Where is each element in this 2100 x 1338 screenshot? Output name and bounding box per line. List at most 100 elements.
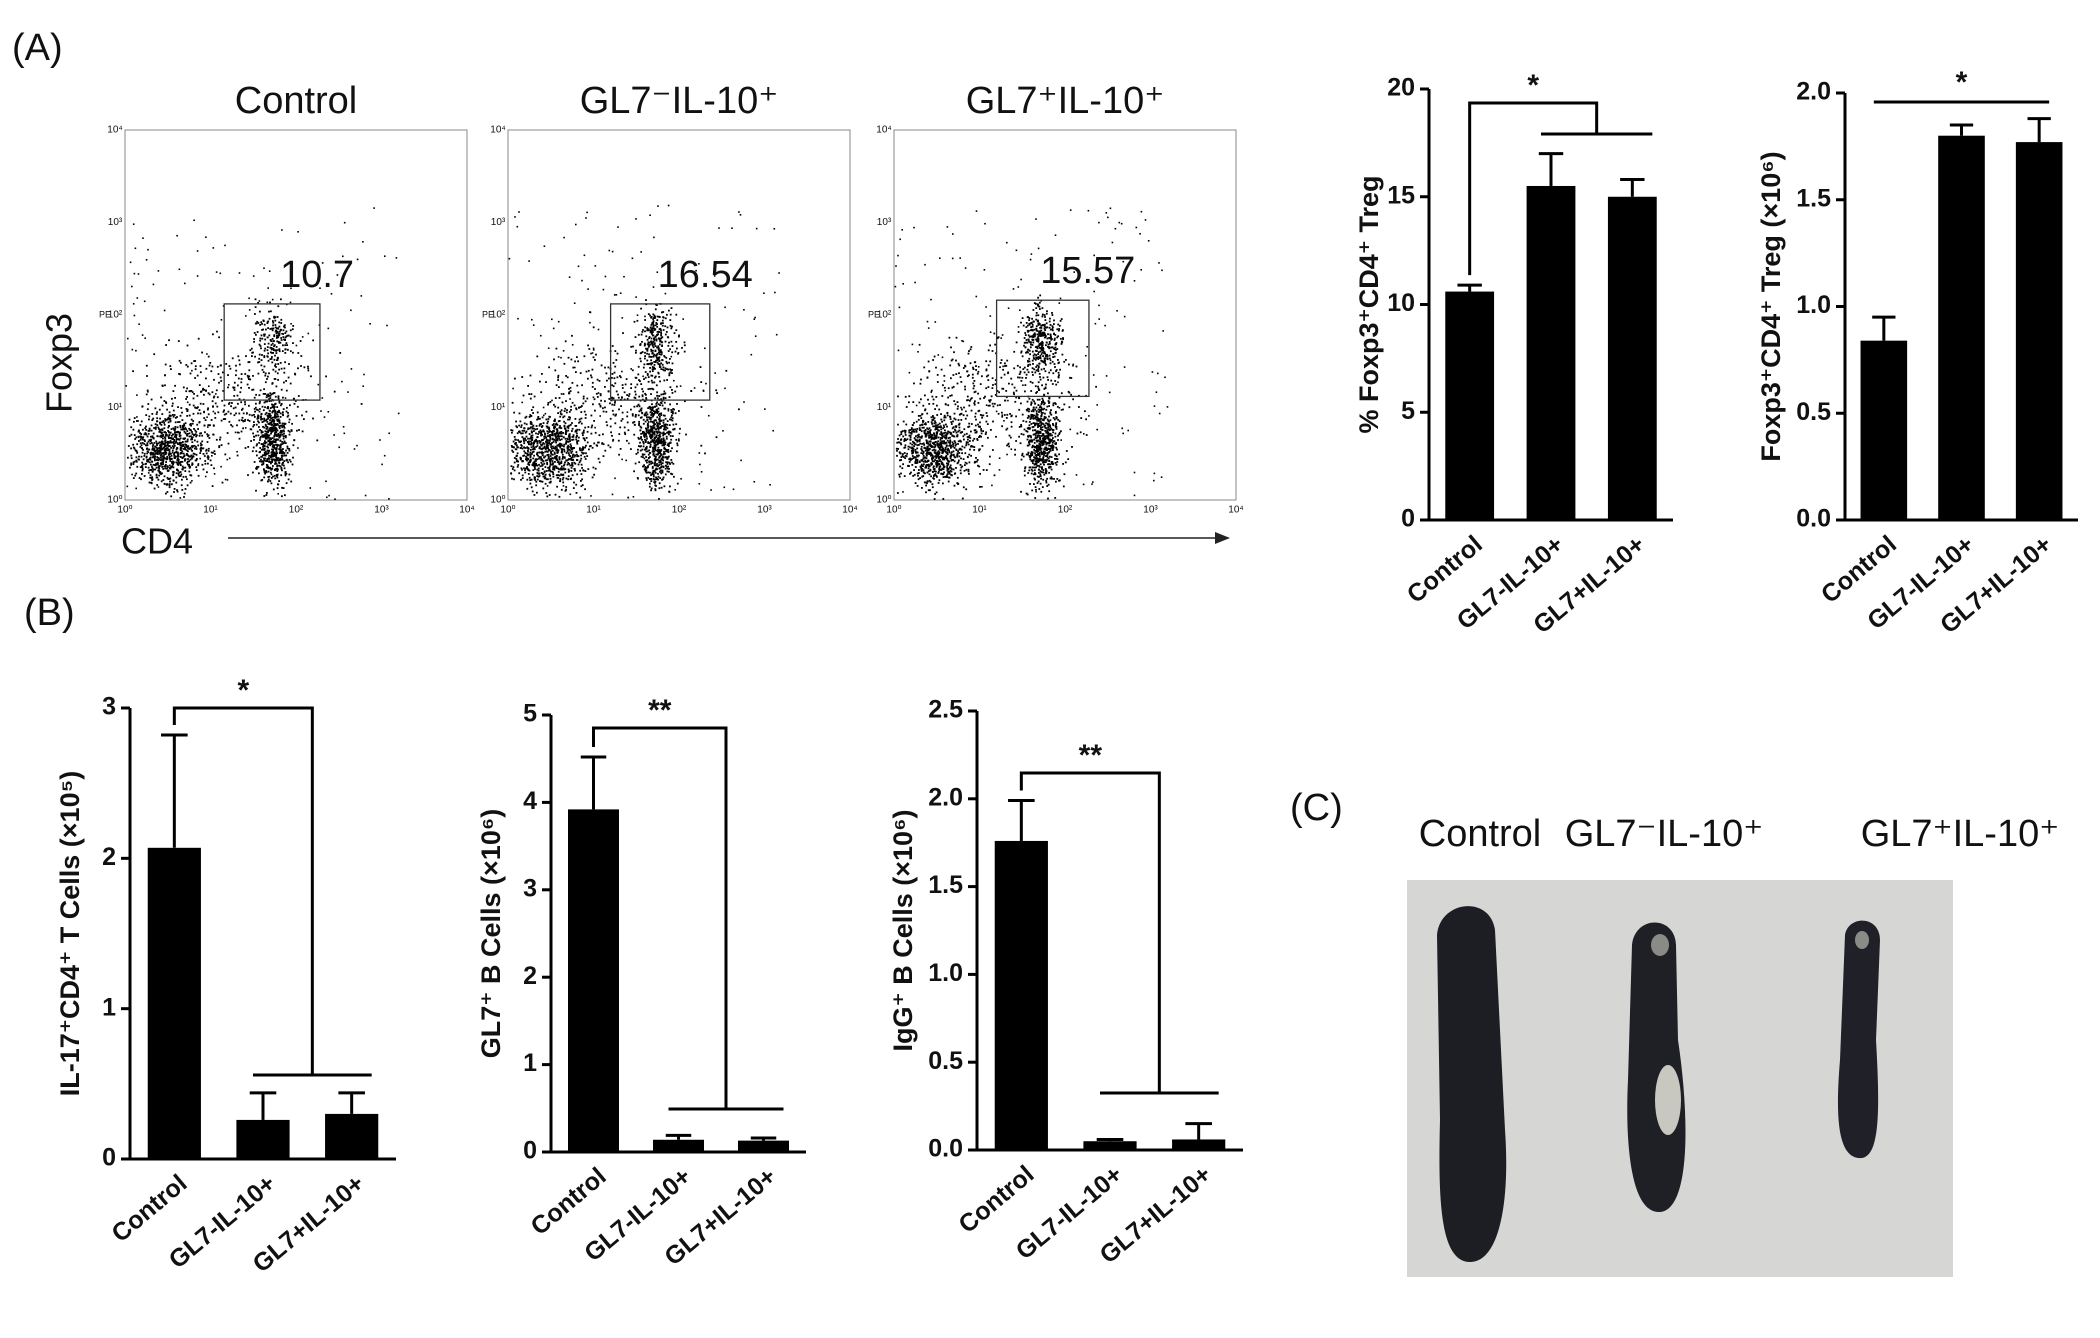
event-dot xyxy=(648,454,650,456)
event-dot xyxy=(670,459,672,461)
event-dot xyxy=(515,439,517,441)
event-dot xyxy=(142,334,144,336)
event-dot xyxy=(592,477,594,479)
event-dot xyxy=(324,416,326,418)
flow-x-tick-label: 10² xyxy=(672,505,687,516)
event-dot xyxy=(285,450,287,452)
event-dot xyxy=(227,387,229,389)
event-dot xyxy=(178,456,180,458)
event-dot xyxy=(172,414,174,416)
event-dot xyxy=(574,468,576,470)
event-dot xyxy=(637,374,639,376)
event-dot xyxy=(576,492,578,494)
event-dot xyxy=(182,438,184,440)
event-dot xyxy=(174,445,176,447)
event-dot xyxy=(270,443,272,445)
event-dot xyxy=(536,356,538,358)
event-dot xyxy=(174,431,176,433)
event-dot xyxy=(611,435,613,437)
event-dot xyxy=(630,409,632,411)
event-dot xyxy=(594,427,596,429)
event-dot xyxy=(218,445,220,447)
event-dot xyxy=(654,479,656,481)
event-dot xyxy=(133,303,135,305)
event-dot xyxy=(153,456,155,458)
event-dot xyxy=(661,352,663,354)
event-dot xyxy=(269,395,271,397)
event-dot xyxy=(162,405,164,407)
event-dot xyxy=(135,449,137,451)
event-dot xyxy=(532,469,534,471)
event-dot xyxy=(593,348,595,350)
event-dot xyxy=(653,361,655,363)
event-dot xyxy=(590,375,592,377)
event-dot xyxy=(161,466,163,468)
event-dot xyxy=(156,424,158,426)
event-dot xyxy=(656,334,658,336)
event-dot xyxy=(277,357,279,359)
event-dot xyxy=(660,402,662,404)
event-dot xyxy=(133,421,135,423)
event-dot xyxy=(658,464,660,466)
event-dot xyxy=(245,355,247,357)
event-dot xyxy=(751,354,753,356)
event-dot xyxy=(277,493,279,495)
event-dot xyxy=(958,419,960,421)
event-dot xyxy=(928,468,930,470)
event-dot xyxy=(916,431,918,433)
event-dot xyxy=(520,447,522,449)
event-dot xyxy=(276,337,278,339)
event-dot xyxy=(292,328,294,330)
event-dot xyxy=(156,448,158,450)
event-dot xyxy=(659,435,661,437)
event-dot xyxy=(561,466,563,468)
event-dot xyxy=(162,385,164,387)
event-dot xyxy=(612,494,614,496)
event-dot xyxy=(260,419,262,421)
event-dot xyxy=(964,434,966,436)
event-dot xyxy=(289,459,291,461)
event-dot xyxy=(511,432,513,434)
event-dot xyxy=(573,454,575,456)
event-dot xyxy=(235,432,237,434)
event-dot xyxy=(570,406,572,408)
event-dot xyxy=(269,476,271,478)
event-dot xyxy=(582,403,584,405)
event-dot xyxy=(134,434,136,436)
event-dot xyxy=(932,434,934,436)
event-dot xyxy=(141,473,143,475)
event-dot xyxy=(155,423,157,425)
event-dot xyxy=(271,451,273,453)
event-dot xyxy=(647,363,649,365)
event-dot xyxy=(221,420,223,422)
event-dot xyxy=(738,211,740,213)
event-dot xyxy=(650,330,652,332)
event-dot xyxy=(570,390,572,392)
event-dot xyxy=(144,440,146,442)
event-dot xyxy=(273,328,275,330)
event-dot xyxy=(172,461,174,463)
event-dot xyxy=(237,403,239,405)
event-dot xyxy=(945,442,947,444)
event-dot xyxy=(659,460,661,462)
event-dot xyxy=(574,405,576,407)
event-dot xyxy=(275,468,277,470)
event-dot xyxy=(249,414,251,416)
event-dot xyxy=(665,341,667,343)
event-dot xyxy=(159,465,161,467)
event-dot xyxy=(927,399,929,401)
event-dot xyxy=(131,474,133,476)
event-dot xyxy=(233,395,235,397)
event-dot xyxy=(284,352,286,354)
event-dot xyxy=(606,373,608,375)
event-dot xyxy=(594,359,596,361)
event-dot xyxy=(130,464,132,466)
event-dot xyxy=(287,448,289,450)
event-dot xyxy=(206,368,208,370)
event-dot xyxy=(640,450,642,452)
event-dot xyxy=(272,476,274,478)
event-dot xyxy=(283,430,285,432)
event-dot xyxy=(154,450,156,452)
event-dot xyxy=(516,448,518,450)
event-dot xyxy=(916,421,918,423)
